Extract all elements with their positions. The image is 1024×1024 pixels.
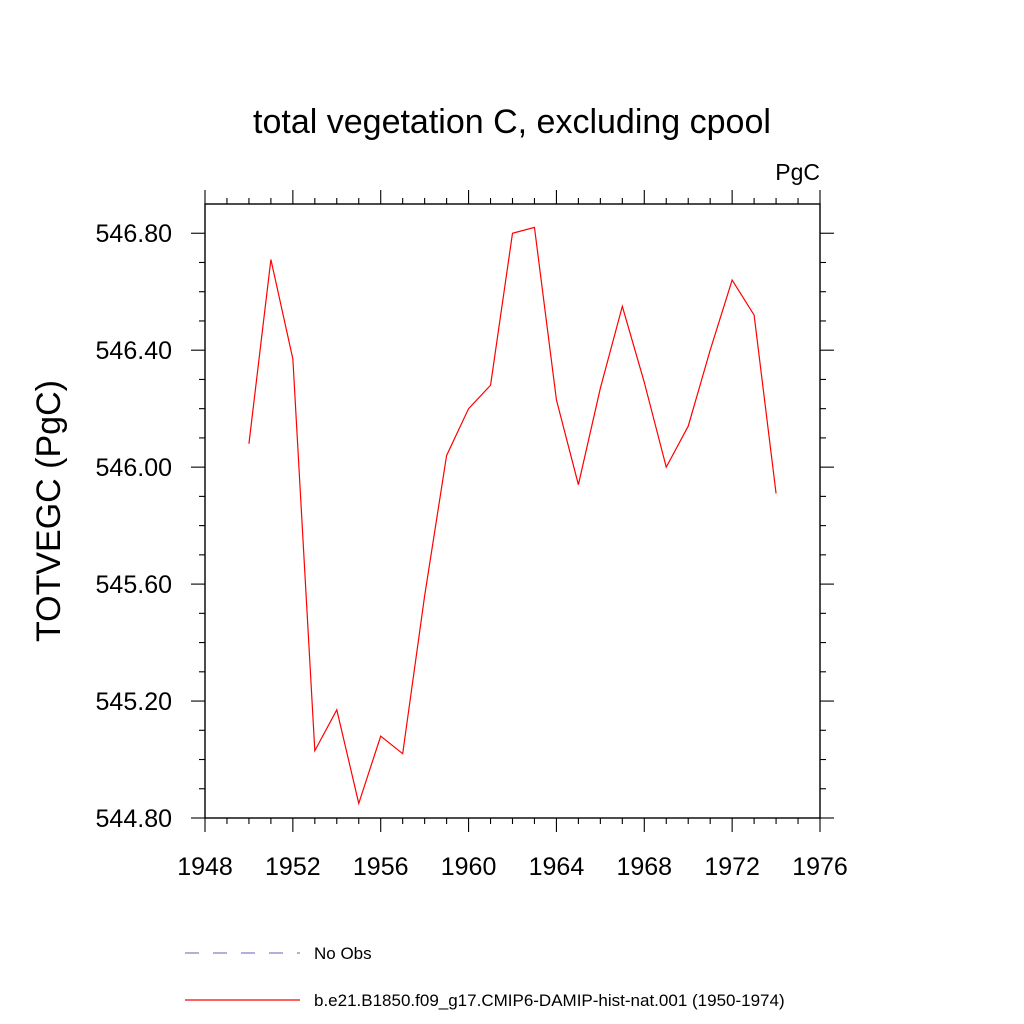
y-tick-label: 544.80 (96, 805, 172, 833)
series-layer (248, 226, 777, 806)
x-tick-label: 1952 (265, 853, 321, 881)
y-tick-label: 546.00 (96, 454, 172, 482)
axis-tick-labels: 1948 1952 1956 1960 1964 1968 1972 1976 544.80 54… (96, 220, 848, 881)
y-tick-label: 546.80 (96, 220, 172, 248)
chart-title: total vegetation C, excluding cpool (253, 103, 771, 141)
units-label: PgC (775, 159, 820, 185)
legend-label: b.e21.B1850.f09_g17.CMIP6-DAMIP-hist-nat… (314, 991, 785, 1010)
y-tick-label: 546.40 (96, 337, 172, 365)
x-tick-label: 1948 (177, 853, 233, 881)
x-tick-label: 1976 (792, 853, 848, 881)
legend: No Obs b.e21.B1850.f09_g17.CMIP6-DAMIP-hi… (185, 944, 785, 1010)
axis-ticks (191, 190, 834, 832)
x-tick-label: 1956 (353, 853, 409, 881)
y-tick-label: 545.20 (96, 688, 172, 716)
x-tick-label: 1960 (441, 853, 497, 881)
y-tick-label: 545.60 (96, 571, 172, 599)
series-line (248, 226, 777, 806)
y-axis-label: TOTVEGC (PgC) (30, 380, 68, 642)
legend-label: No Obs (314, 944, 372, 963)
x-tick-label: 1968 (616, 853, 672, 881)
x-tick-label: 1964 (529, 853, 585, 881)
x-tick-label: 1972 (704, 853, 760, 881)
plot-frame (204, 203, 821, 819)
